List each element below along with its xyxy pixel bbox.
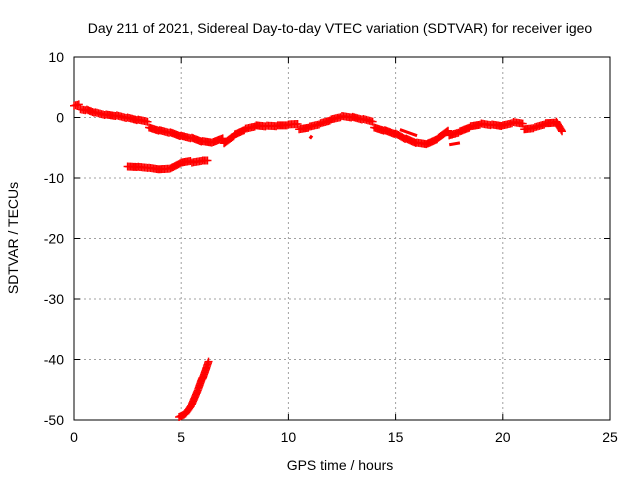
y-tick-label: 10 <box>48 49 64 65</box>
spur-mark <box>448 141 461 147</box>
data-point <box>368 117 377 126</box>
data-point <box>557 125 566 134</box>
y-tick-label: -40 <box>44 352 64 368</box>
x-tick-label: 5 <box>177 429 185 445</box>
chart-title: Day 211 of 2021, Sidereal Day-to-day VTE… <box>88 20 593 36</box>
data-point <box>203 156 212 165</box>
axis-ticks: 0 5 10 15 20 25 -50 -40 -30 -20 -10 0 10 <box>44 49 618 445</box>
series-main-trace <box>70 100 567 149</box>
data-point <box>293 119 302 128</box>
x-tick-label: 15 <box>388 429 404 445</box>
x-tick-label: 20 <box>495 429 511 445</box>
grid <box>74 57 610 420</box>
series-low-arc <box>175 357 213 421</box>
data-point <box>74 100 83 109</box>
series-spurs <box>308 128 461 147</box>
x-tick-label: 10 <box>281 429 297 445</box>
data-marks <box>70 100 567 421</box>
series-offset-segment <box>123 156 212 174</box>
data-point <box>444 126 453 135</box>
x-tick-label: 25 <box>602 429 618 445</box>
spur-mark <box>308 134 314 140</box>
spur-mark <box>399 128 418 138</box>
y-axis-label: SDTVAR / TECUs <box>5 182 21 294</box>
x-tick-label: 0 <box>70 429 78 445</box>
data-point <box>558 127 567 136</box>
y-tick-label: -10 <box>44 170 64 186</box>
y-tick-label: -20 <box>44 231 64 247</box>
y-tick-label: -50 <box>44 412 64 428</box>
data-point <box>143 117 152 126</box>
y-tick-label: -30 <box>44 291 64 307</box>
y-tick-label: 0 <box>56 110 64 126</box>
data-point <box>518 119 527 128</box>
data-point <box>204 357 213 366</box>
x-axis-label: GPS time / hours <box>287 457 394 473</box>
